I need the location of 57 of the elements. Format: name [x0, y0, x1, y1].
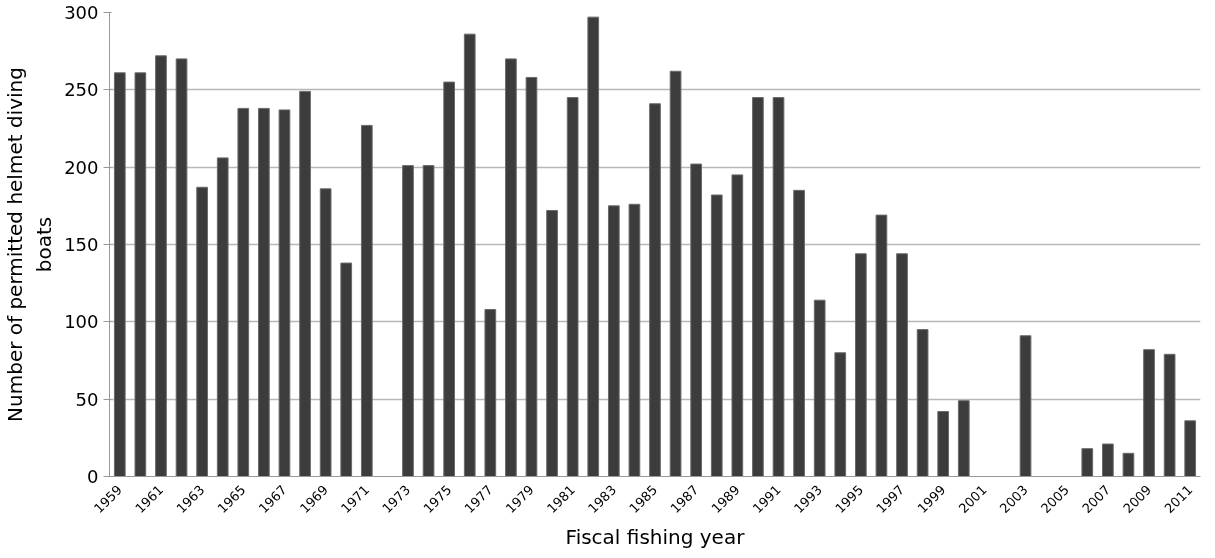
y-axis-title: Number of permitted helmet diving boats — [3, 67, 57, 422]
bar — [566, 97, 579, 477]
bar — [1102, 443, 1114, 477]
bar — [525, 76, 538, 477]
bar — [546, 209, 558, 477]
y-tick-label: 100 — [64, 311, 99, 333]
bar — [175, 58, 188, 477]
bar — [669, 70, 682, 477]
bar — [258, 107, 270, 477]
bar — [422, 165, 435, 477]
y-tick-label: 300 — [64, 2, 99, 23]
bar — [628, 203, 641, 477]
bar — [896, 253, 908, 477]
bar — [916, 329, 929, 477]
bar — [196, 186, 208, 477]
y-tick-label: 0 — [87, 466, 99, 487]
bar — [360, 124, 373, 477]
x-axis-title: Fiscal fishing year — [565, 525, 746, 550]
bar — [1184, 420, 1197, 477]
bar — [649, 103, 661, 477]
bar — [690, 163, 703, 477]
bar — [319, 188, 332, 477]
bar — [1122, 452, 1135, 477]
y-tick-label: 250 — [64, 79, 99, 101]
bar — [813, 299, 826, 477]
bar — [937, 411, 950, 477]
bar — [875, 214, 888, 477]
bar — [237, 107, 250, 477]
bar — [402, 165, 414, 477]
bar — [216, 157, 229, 477]
bar — [834, 352, 847, 477]
y-tick-label: 200 — [64, 156, 99, 178]
bar — [1081, 448, 1094, 477]
bar — [855, 253, 867, 477]
bar — [134, 72, 147, 477]
bar — [793, 189, 805, 477]
bar — [957, 400, 970, 477]
bar — [587, 16, 600, 477]
bar — [607, 205, 620, 477]
bar — [340, 262, 353, 477]
bar — [1019, 335, 1032, 477]
bar — [484, 308, 497, 477]
bar — [710, 194, 723, 477]
bar — [1143, 349, 1155, 477]
bar — [505, 58, 517, 477]
bar — [463, 33, 476, 477]
bar — [278, 109, 291, 477]
bar — [299, 90, 311, 477]
y-tick-label: 50 — [75, 388, 99, 410]
bar — [155, 55, 167, 477]
bar — [772, 97, 785, 477]
bar — [113, 72, 126, 477]
bar — [731, 174, 744, 477]
bar — [1163, 353, 1176, 477]
y-tick-label: 150 — [64, 234, 99, 255]
bar — [443, 81, 455, 477]
bar — [752, 97, 764, 477]
